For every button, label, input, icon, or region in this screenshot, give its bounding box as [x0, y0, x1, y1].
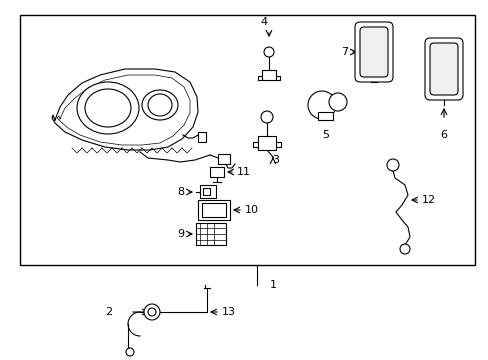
Text: 9: 9 [177, 229, 183, 239]
Bar [196, 223, 225, 245]
Text: 10: 10 [244, 205, 259, 215]
FancyBboxPatch shape [359, 27, 387, 77]
Circle shape [386, 159, 398, 171]
Bar [209, 167, 224, 177]
Bar [202, 203, 225, 217]
Bar [20, 15, 474, 265]
Polygon shape [52, 69, 198, 150]
Text: 13: 13 [222, 307, 236, 317]
Text: 5: 5 [322, 130, 329, 140]
FancyBboxPatch shape [429, 43, 457, 95]
Bar [262, 70, 275, 80]
Ellipse shape [85, 89, 131, 127]
Text: 1: 1 [269, 280, 276, 290]
Ellipse shape [77, 82, 139, 134]
Circle shape [148, 308, 156, 316]
Bar [317, 112, 332, 120]
Circle shape [307, 91, 335, 119]
Text: 12: 12 [421, 195, 435, 205]
Text: 11: 11 [237, 167, 250, 177]
Ellipse shape [148, 94, 172, 116]
Text: 8: 8 [177, 187, 183, 197]
Text: 6: 6 [440, 130, 447, 140]
FancyBboxPatch shape [424, 38, 462, 100]
Circle shape [264, 47, 273, 57]
Text: 4: 4 [260, 17, 267, 27]
Bar [198, 132, 205, 142]
Circle shape [143, 304, 160, 320]
Bar [200, 185, 216, 198]
Text: 3: 3 [271, 155, 279, 165]
Bar [218, 154, 229, 164]
Circle shape [126, 348, 134, 356]
FancyBboxPatch shape [354, 22, 392, 82]
Ellipse shape [142, 90, 178, 120]
Circle shape [399, 244, 409, 254]
Text: 7: 7 [340, 47, 347, 57]
Bar [203, 188, 209, 195]
Circle shape [261, 111, 272, 123]
Bar [198, 200, 229, 220]
Text: 2: 2 [105, 307, 112, 317]
Bar [258, 136, 275, 150]
Circle shape [328, 93, 346, 111]
